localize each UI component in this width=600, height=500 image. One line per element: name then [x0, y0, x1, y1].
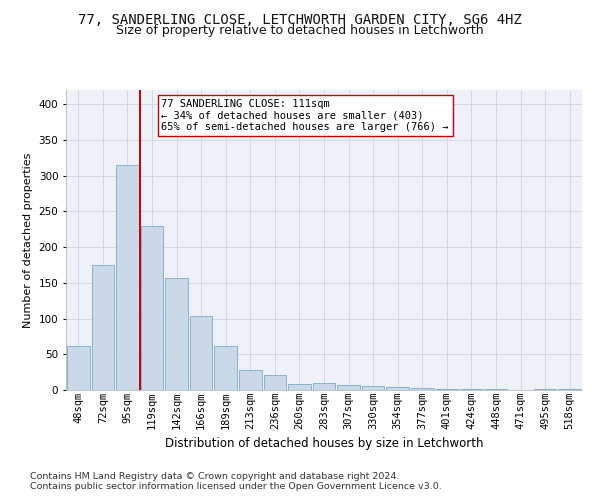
Bar	[165, 278, 188, 390]
Text: Contains HM Land Registry data © Crown copyright and database right 2024.: Contains HM Land Registry data © Crown c…	[30, 472, 400, 481]
Bar	[386, 387, 409, 390]
Bar	[436, 388, 458, 390]
Bar	[239, 370, 262, 390]
Text: 77, SANDERLING CLOSE, LETCHWORTH GARDEN CITY, SG6 4HZ: 77, SANDERLING CLOSE, LETCHWORTH GARDEN …	[78, 12, 522, 26]
Bar	[313, 383, 335, 390]
Bar	[92, 265, 114, 390]
Bar	[411, 388, 434, 390]
Text: Size of property relative to detached houses in Letchworth: Size of property relative to detached ho…	[116, 24, 484, 37]
Bar	[337, 385, 360, 390]
Bar	[67, 346, 89, 390]
Text: 77 SANDERLING CLOSE: 111sqm
← 34% of detached houses are smaller (403)
65% of se: 77 SANDERLING CLOSE: 111sqm ← 34% of det…	[161, 99, 449, 132]
Bar	[190, 316, 212, 390]
Bar	[263, 375, 286, 390]
X-axis label: Distribution of detached houses by size in Letchworth: Distribution of detached houses by size …	[165, 437, 483, 450]
Y-axis label: Number of detached properties: Number of detached properties	[23, 152, 33, 328]
Bar	[214, 346, 237, 390]
Bar	[362, 386, 385, 390]
Bar	[288, 384, 311, 390]
Text: Contains public sector information licensed under the Open Government Licence v3: Contains public sector information licen…	[30, 482, 442, 491]
Bar	[140, 226, 163, 390]
Bar	[116, 165, 139, 390]
